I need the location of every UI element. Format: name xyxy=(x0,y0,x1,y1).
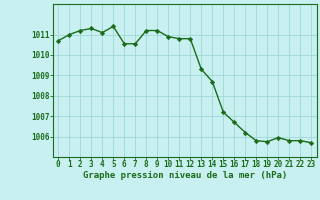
X-axis label: Graphe pression niveau de la mer (hPa): Graphe pression niveau de la mer (hPa) xyxy=(83,171,287,180)
